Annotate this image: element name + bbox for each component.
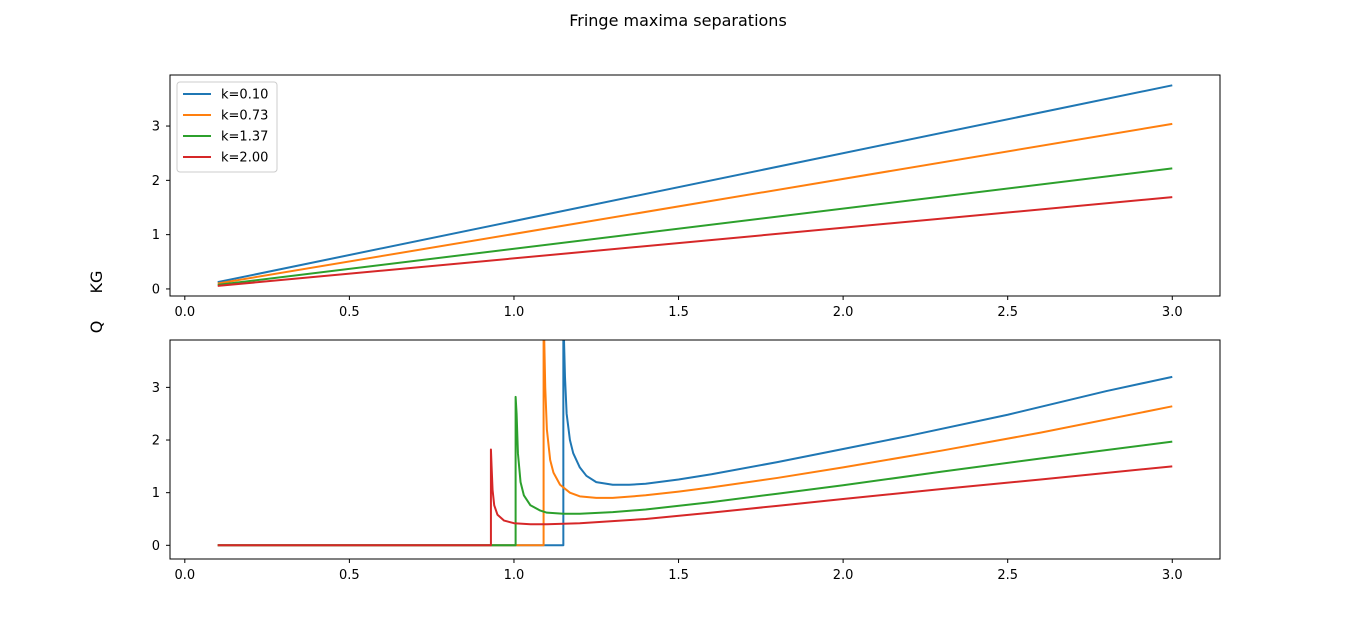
legend-label: k=0.10 — [221, 88, 268, 103]
x-tick-label: 1.5 — [668, 568, 689, 583]
x-tick-label: 3.0 — [1162, 305, 1183, 320]
series-group — [217, 340, 1173, 547]
y-tick-label: 2 — [152, 174, 160, 189]
y-tick-label: 1 — [152, 486, 160, 501]
x-tick-label: 2.0 — [833, 568, 854, 583]
series-line-k137 — [217, 395, 1173, 547]
x-tick-label: 1.0 — [504, 568, 525, 583]
y-axis-label-kg: KG — [87, 271, 106, 294]
y-tick-label: 3 — [152, 381, 160, 396]
figure-title: Fringe maxima separations — [569, 11, 787, 30]
y-axis-label-q: Q — [87, 321, 106, 334]
x-tick-label: 2.5 — [997, 305, 1018, 320]
axes-frame — [169, 74, 1221, 297]
top-subplot: 0.0 0.5 1.0 1.5 2.0 2.5 3.0 0 1 2 3 k=0.10 k=0.73 k=1… — [152, 74, 1221, 320]
series-line-k073 — [217, 340, 1173, 547]
x-tick-label: 0.5 — [339, 568, 360, 583]
series-line-k137 — [217, 167, 1173, 286]
x-tick-label: 2.0 — [833, 305, 854, 320]
series-line-k200 — [217, 448, 1173, 547]
legend-label: k=2.00 — [221, 151, 268, 166]
x-tick-label: 2.5 — [997, 568, 1018, 583]
series-line-k200 — [217, 196, 1173, 287]
series-group — [217, 84, 1173, 287]
x-tick-label: 0.5 — [339, 305, 360, 320]
legend: k=0.10 k=0.73 k=1.37 k=2.00 — [176, 81, 278, 173]
x-tick-label: 1.0 — [504, 305, 525, 320]
y-tick-label: 3 — [152, 120, 160, 135]
series-line-k073 — [217, 122, 1173, 285]
series-line-k010 — [217, 340, 1173, 547]
x-tick-label: 0.0 — [174, 305, 195, 320]
x-tick-label: 3.0 — [1162, 568, 1183, 583]
legend-box — [176, 81, 278, 173]
x-tick-label: 0.0 — [174, 568, 195, 583]
legend-label: k=1.37 — [221, 130, 268, 145]
y-tick-label: 0 — [152, 282, 160, 297]
legend-label: k=0.73 — [221, 109, 268, 124]
axes-frame — [169, 339, 1221, 560]
y-tick-label: 0 — [152, 539, 160, 554]
y-tick-label: 1 — [152, 228, 160, 243]
x-tick-label: 1.5 — [668, 305, 689, 320]
series-line-k010 — [217, 84, 1173, 284]
bottom-subplot: 0.0 0.5 1.0 1.5 2.0 2.5 3.0 0 1 2 3 — [152, 339, 1221, 583]
y-tick-label: 2 — [152, 434, 160, 449]
